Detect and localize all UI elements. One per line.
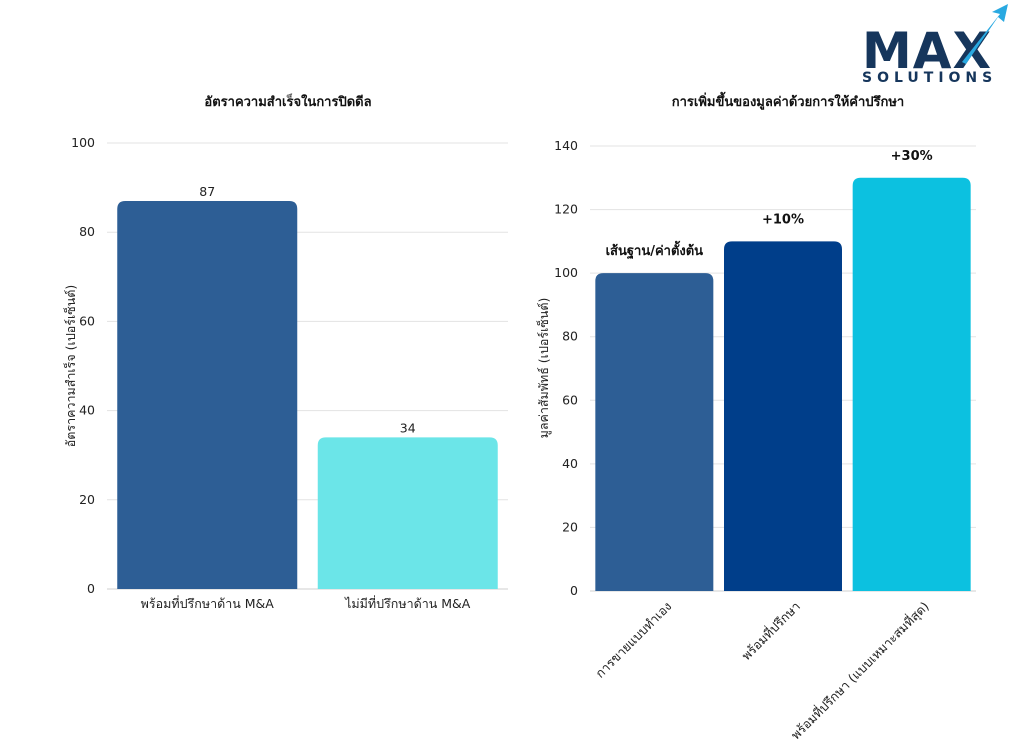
max-solutions-logo: MAX SOLUTIONS bbox=[862, 4, 1008, 86]
y-tick-label: 120 bbox=[554, 202, 578, 217]
x-tick-label: พร้อมที่ปรึกษา bbox=[738, 598, 803, 663]
deal-success-rate-chart: อัตราความสำเร็จในการปิดดีล อัตราความสำเร… bbox=[63, 92, 508, 611]
chart2-y-axis-title: มูลค่าสัมพัทธ์ (เปอร์เซ็นต์) bbox=[536, 298, 552, 439]
chart2-annotations: เส้นฐาน/ค่าตั้งต้น +10% +30% bbox=[606, 149, 933, 260]
y-tick-label: 80 bbox=[79, 224, 95, 239]
bar bbox=[724, 241, 842, 591]
x-tick-label: ไม่มีที่ปรึกษาด้าน M&A bbox=[344, 595, 471, 611]
x-tick-label: การขายแบบทำเอง bbox=[592, 599, 674, 681]
y-tick-label: 100 bbox=[71, 135, 95, 150]
y-tick-label: 100 bbox=[554, 265, 578, 280]
y-tick-label: 40 bbox=[562, 456, 578, 471]
chart2-title: การเพิ่มขึ้นของมูลค่าด้วยการให้คำปรึกษา bbox=[672, 91, 904, 110]
chart2-y-axis: 0 20 40 60 80 100 120 140 bbox=[554, 138, 578, 598]
bar bbox=[317, 437, 498, 589]
chart1-x-axis: พร้อมที่ปรึกษาด้าน M&A ไม่มีที่ปรึกษาด้าน… bbox=[141, 595, 471, 611]
y-tick-label: 80 bbox=[562, 329, 578, 344]
annotation-label: +30% bbox=[891, 149, 933, 164]
logo-arrow-icon bbox=[962, 4, 1008, 64]
y-tick-label: 60 bbox=[79, 313, 95, 328]
data-label: 34 bbox=[400, 420, 416, 435]
logo-sub-text: SOLUTIONS bbox=[862, 70, 997, 86]
value-increase-chart: การเพิ่มขึ้นของมูลค่าด้วยการให้คำปรึกษา … bbox=[536, 91, 976, 743]
bar bbox=[117, 200, 298, 590]
chart1-bars bbox=[117, 200, 498, 590]
data-label: 87 bbox=[199, 184, 215, 199]
annotation-label: เส้นฐาน/ค่าตั้งต้น bbox=[606, 240, 704, 260]
y-tick-label: 20 bbox=[562, 519, 578, 534]
chart2-bars bbox=[595, 177, 971, 592]
chart2-x-axis: การขายแบบทำเอง พร้อมที่ปรึกษาพร้อมที่ปรึก… bbox=[592, 598, 932, 743]
y-tick-label: 0 bbox=[87, 581, 95, 596]
y-tick-label: 60 bbox=[562, 392, 578, 407]
chart1-title: อัตราความสำเร็จในการปิดดีล bbox=[204, 92, 371, 110]
y-tick-label: 40 bbox=[79, 403, 95, 418]
chart1-y-axis: 0 20 40 60 80 100 bbox=[71, 135, 95, 596]
y-tick-label: 0 bbox=[570, 583, 578, 598]
annotation-label: +10% bbox=[762, 212, 804, 227]
x-tick-label: พร้อมที่ปรึกษาด้าน M&A bbox=[141, 595, 275, 611]
chart1-data-labels: 87 34 bbox=[199, 184, 415, 435]
y-tick-label: 20 bbox=[79, 492, 95, 507]
logo-main-text: MAX bbox=[862, 22, 992, 80]
chart1-y-axis-title: อัตราความสำเร็จ (เปอร์เซ็นต์) bbox=[63, 285, 78, 448]
bar bbox=[852, 177, 971, 592]
x-tick-label: พร้อมที่ปรึกษา (แบบเหมาะสมที่สุด) bbox=[787, 598, 932, 743]
bar bbox=[595, 273, 714, 591]
y-tick-label: 140 bbox=[554, 138, 578, 153]
